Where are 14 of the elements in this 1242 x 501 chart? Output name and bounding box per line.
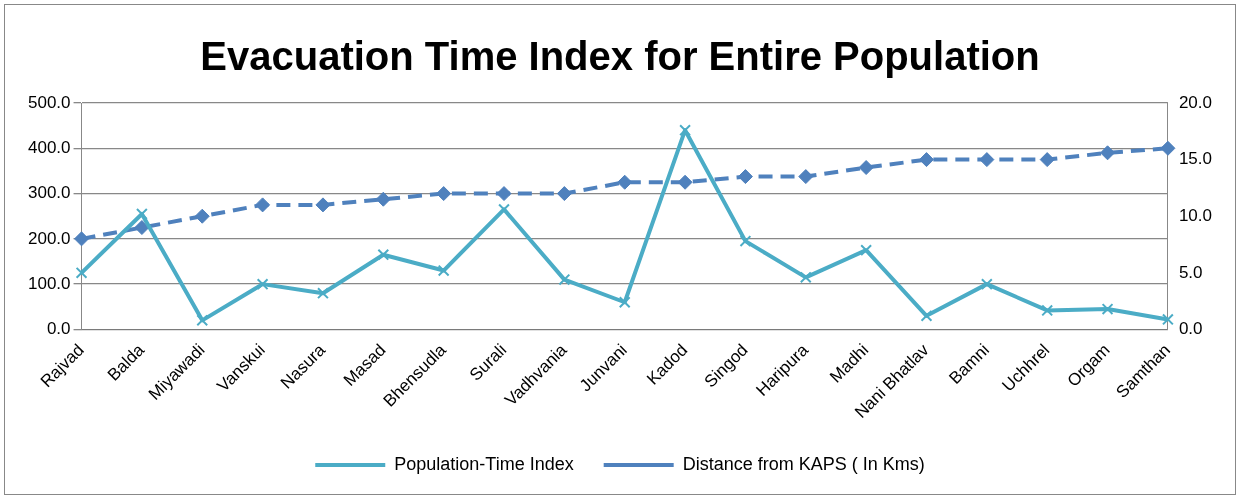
legend-label: Distance from KAPS ( In Kms) bbox=[682, 453, 925, 474]
legend-label: Population-Time Index bbox=[394, 453, 574, 474]
y-tick-label: 200.0 bbox=[27, 228, 71, 248]
y2-tick-label: 15.0 bbox=[1178, 149, 1213, 169]
y-tick-label: 0.0 bbox=[46, 319, 71, 339]
y-tick-label: 500.0 bbox=[27, 92, 71, 112]
y-tick-label: 100.0 bbox=[27, 273, 71, 293]
y2-tick-label: 0.0 bbox=[1178, 319, 1203, 339]
y2-tick-label: 5.0 bbox=[1178, 262, 1203, 282]
chart-title: Evacuation Time Index for Entire Population bbox=[200, 34, 1040, 79]
y-tick-label: 400.0 bbox=[27, 137, 71, 157]
y-tick-label: 300.0 bbox=[27, 183, 71, 203]
y2-tick-label: 10.0 bbox=[1178, 205, 1213, 225]
y2-tick-label: 20.0 bbox=[1178, 92, 1213, 112]
